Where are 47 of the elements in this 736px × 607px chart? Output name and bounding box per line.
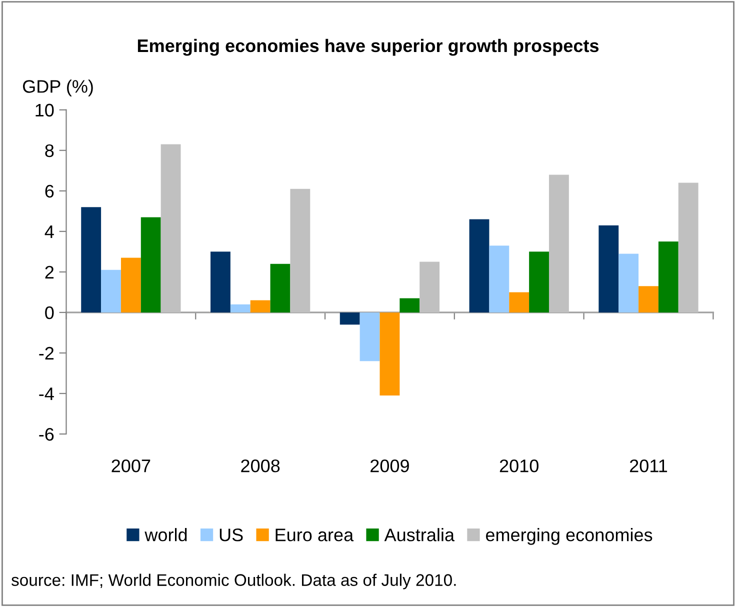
bar [658,242,678,312]
y-tick-label: 2 [45,266,54,278]
source-note: source: IMF; World Economic Outlook. Data as of July 2010. [12,574,456,590]
bar [380,312,400,396]
x-tick-label: 2009 [370,459,409,472]
legend-label: world [144,528,187,542]
bar [489,246,510,312]
bar [469,219,490,312]
bar [230,304,250,312]
bar [400,298,420,312]
y-tick-label: 0 [45,306,54,320]
bar [678,182,698,312]
bar [509,292,530,312]
bar [529,252,549,312]
bar [638,286,658,312]
y-tick-label: -2 [39,346,54,360]
bar [160,144,181,312]
legend-label: Australia [384,528,455,542]
bar [290,188,310,312]
y-tick-label: 8 [45,144,54,158]
y-tick-label: -4 [39,388,54,400]
x-tick-label: 2008 [241,459,280,472]
x-tick-label: 2007 [112,459,150,472]
bar [250,300,270,312]
bar [210,252,230,312]
x-tick-label: 2010 [500,459,538,472]
legend-label: Euro area [276,528,354,542]
bar [101,270,121,312]
y-tick-label: -6 [39,428,54,441]
bar [340,312,360,325]
legend-label: emerging economies [486,528,652,545]
x-tick-label: 2011 [630,459,668,472]
bar [598,225,619,312]
bar [140,217,161,312]
bar [618,254,639,312]
y-tick-label: 4 [44,226,54,238]
bar [360,312,380,362]
y-tick-label: 6 [45,184,54,198]
bar [120,258,141,312]
chart-title: Emerging economies have superior growth prospects [138,38,599,56]
y-tick-label: 10 [36,104,54,117]
legend-label: US [220,528,243,542]
bar [548,174,569,312]
bar [420,262,440,312]
bar [81,207,102,312]
bar [270,264,290,312]
y-axis-title: GDP (%) [22,80,93,96]
